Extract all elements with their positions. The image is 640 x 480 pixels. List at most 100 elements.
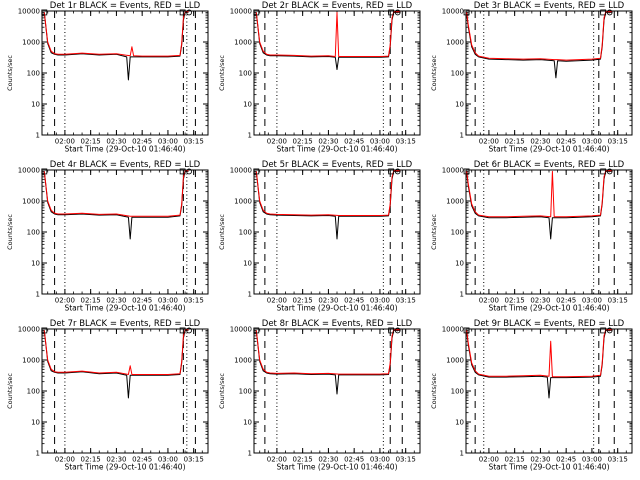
y-axis-label: Counts/sec <box>430 55 438 91</box>
panel-title: Det 9r BLACK = Events, RED = LLD <box>474 319 625 329</box>
x-tick-label: 02:15 <box>81 138 101 146</box>
plot-frame <box>465 169 633 295</box>
y-tick-label: 10 <box>31 101 40 109</box>
end-circle-marker <box>606 9 613 16</box>
y-tick-label: 1000 <box>446 39 464 47</box>
panel-5: Det 5r BLACK = Events, RED = LLD 1 10 100 10… <box>218 160 421 313</box>
x-axis-label: Start Time (29-Oct-10 01:46:40) <box>488 145 609 154</box>
y-axis-label: Counts/sec <box>218 55 226 91</box>
y-axis-label: Counts/sec <box>218 214 226 250</box>
start-square-marker <box>463 327 470 334</box>
y-tick-label: 1 <box>460 291 464 299</box>
x-tick-label: 02:15 <box>81 456 101 464</box>
x-axis-label: Start Time (29-Oct-10 01:46:40) <box>276 463 397 472</box>
x-tick-label: 02:30 <box>318 138 338 146</box>
end-square-marker <box>179 9 186 16</box>
y-tick-label: 10000 <box>18 8 40 16</box>
y-tick-label: 1 <box>248 450 252 458</box>
x-tick-label: 02:00 <box>55 297 75 305</box>
lld-series-line <box>255 329 401 375</box>
y-tick-label: 1000 <box>446 357 464 365</box>
plot-frame <box>465 328 633 454</box>
panel-1: Det 1r BLACK = Events, RED = LLD 1 10 100 10… <box>6 1 209 154</box>
panel-6: Det 6r BLACK = Events, RED = LLD 1 10 100 10… <box>430 160 633 313</box>
y-tick-label: 100 <box>451 229 464 237</box>
y-axis-label: Counts/sec <box>6 55 14 91</box>
panel-2: Det 2r BLACK = Events, RED = LLD 1 10 100 10… <box>218 1 421 154</box>
plot-frame <box>253 10 421 136</box>
x-tick-label: 03:00 <box>158 456 178 464</box>
y-tick-label: 1 <box>36 450 40 458</box>
y-tick-label: 10 <box>243 101 252 109</box>
y-tick-label: 1000 <box>446 198 464 206</box>
y-tick-label: 100 <box>27 229 40 237</box>
panel-title: Det 5r BLACK = Events, RED = LLD <box>262 160 413 170</box>
end-square-marker <box>600 327 607 334</box>
y-tick-label: 10000 <box>230 326 252 334</box>
panel-4: Det 4r BLACK = Events, RED = LLD 1 10 100 10… <box>6 160 209 313</box>
x-tick-label: 02:30 <box>106 297 126 305</box>
y-tick-label: 10000 <box>442 326 464 334</box>
x-axis-label: Start Time (29-Oct-10 01:46:40) <box>488 304 609 313</box>
end-square-marker <box>600 168 607 175</box>
y-tick-label: 10000 <box>442 167 464 175</box>
x-tick-label: 02:30 <box>106 138 126 146</box>
x-axis-label: Start Time (29-Oct-10 01:46:40) <box>488 463 609 472</box>
x-axis-label: Start Time (29-Oct-10 01:46:40) <box>64 304 185 313</box>
x-tick-label: 03:15 <box>184 297 204 305</box>
y-tick-label: 10 <box>455 419 464 427</box>
start-square-marker <box>41 168 48 175</box>
y-tick-label: 100 <box>27 388 40 396</box>
x-tick-label: 02:30 <box>106 456 126 464</box>
plot-frame <box>465 10 633 136</box>
x-tick-label: 02:00 <box>479 456 499 464</box>
lld-series-line <box>466 329 613 378</box>
x-tick-label: 02:45 <box>344 297 364 305</box>
events-series-line <box>255 11 401 70</box>
events-series-line <box>466 11 613 79</box>
end-square-marker <box>388 327 395 334</box>
end-square-marker <box>179 168 186 175</box>
end-circle-marker <box>606 168 613 175</box>
end-square-marker <box>388 9 395 16</box>
start-square-marker <box>253 9 260 16</box>
y-tick-label: 10000 <box>230 167 252 175</box>
end-circle-marker <box>606 327 613 334</box>
panel-title: Det 2r BLACK = Events, RED = LLD <box>262 1 413 11</box>
x-tick-label: 03:15 <box>608 138 628 146</box>
y-tick-label: 100 <box>27 70 40 78</box>
events-series-line <box>43 11 189 81</box>
x-tick-label: 02:15 <box>505 456 525 464</box>
y-tick-label: 100 <box>451 388 464 396</box>
x-tick-label: 02:00 <box>479 138 499 146</box>
y-axis-label: Counts/sec <box>6 214 14 250</box>
y-tick-label: 10000 <box>18 167 40 175</box>
x-axis-label: Start Time (29-Oct-10 01:46:40) <box>276 304 397 313</box>
x-tick-label: 02:30 <box>530 138 550 146</box>
y-axis-label: Counts/sec <box>430 373 438 409</box>
x-tick-label: 02:15 <box>505 138 525 146</box>
x-tick-label: 02:00 <box>55 456 75 464</box>
x-tick-label: 02:00 <box>55 138 75 146</box>
panel-title: Det 4r BLACK = Events, RED = LLD <box>50 160 201 170</box>
x-tick-label: 02:30 <box>318 297 338 305</box>
y-tick-label: 10000 <box>442 8 464 16</box>
x-tick-label: 03:00 <box>158 138 178 146</box>
x-tick-label: 02:15 <box>81 297 101 305</box>
x-tick-label: 02:45 <box>132 138 152 146</box>
x-tick-label: 02:45 <box>556 456 576 464</box>
y-tick-label: 10 <box>243 419 252 427</box>
x-tick-label: 03:15 <box>608 297 628 305</box>
y-tick-label: 1000 <box>22 357 40 365</box>
panel-title: Det 8r BLACK = Events, RED = LLD <box>262 319 413 329</box>
x-tick-label: 02:30 <box>530 297 550 305</box>
x-tick-label: 03:00 <box>370 297 390 305</box>
lld-series-line <box>255 170 401 216</box>
events-series-line <box>43 170 189 240</box>
x-tick-label: 02:00 <box>267 297 287 305</box>
y-tick-label: 10 <box>243 260 252 268</box>
panel-title: Det 1r BLACK = Events, RED = LLD <box>50 1 201 11</box>
x-tick-label: 02:45 <box>344 138 364 146</box>
end-circle-marker <box>186 168 193 175</box>
